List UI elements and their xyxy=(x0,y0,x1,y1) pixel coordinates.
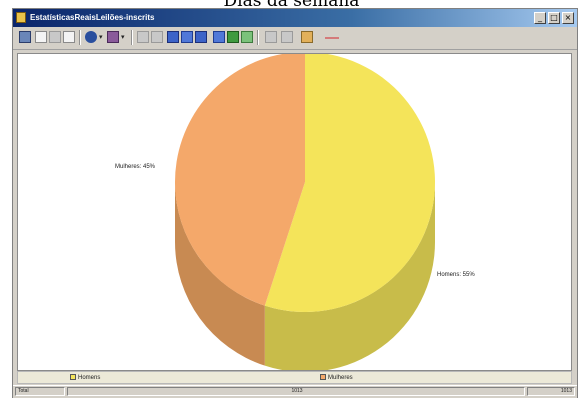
check-icon[interactable] xyxy=(241,31,253,43)
status-left: Total xyxy=(15,387,65,396)
pie-side-homens xyxy=(264,182,435,370)
toolbar-separator xyxy=(79,30,81,45)
chart-type-icon[interactable] xyxy=(85,31,97,43)
toolbar-separator xyxy=(131,30,133,45)
status-right: 1013 xyxy=(527,387,575,396)
print-icon[interactable] xyxy=(63,31,75,43)
close-button[interactable]: × xyxy=(562,12,574,24)
status-middle: 1013 xyxy=(67,387,525,396)
legend-item-homens: Homens xyxy=(70,374,100,382)
view2-icon[interactable] xyxy=(181,31,193,43)
legend-label-mulheres: Mulheres xyxy=(328,375,353,381)
window-title: EstatísticasReaisLeilões-inscrits xyxy=(30,13,155,22)
chart-window: EstatísticasReaisLeilões-inscrits _ □ × ▾ … xyxy=(12,8,578,398)
add-icon[interactable] xyxy=(227,31,239,43)
chevron-down-icon[interactable]: ▾ xyxy=(121,33,125,41)
axis-icon[interactable] xyxy=(151,31,163,43)
pie-chart: Homens: 55% Mulheres: 45% xyxy=(115,54,475,370)
copy-icon[interactable] xyxy=(35,31,47,43)
page-title: Dias da semana xyxy=(223,0,360,11)
print-preview-icon[interactable] xyxy=(49,31,61,43)
find-icon[interactable] xyxy=(19,31,31,43)
chart-legend: Homens Mulheres xyxy=(17,371,572,384)
pie-side-mulheres xyxy=(175,182,265,366)
undo-icon[interactable] xyxy=(265,31,277,43)
grid-icon[interactable] xyxy=(137,31,149,43)
minimize-button[interactable]: _ xyxy=(534,12,546,24)
view-icon[interactable] xyxy=(167,31,179,43)
color-icon[interactable] xyxy=(107,31,119,43)
legend-item-mulheres: Mulheres xyxy=(320,374,353,382)
legend-swatch-homens xyxy=(70,374,76,380)
chevron-down-icon[interactable]: ▾ xyxy=(99,33,103,41)
title-bar[interactable]: EstatísticasReaisLeilões-inscrits _ □ × xyxy=(13,9,577,27)
toolbar-separator xyxy=(257,30,259,45)
pie-slice-homens xyxy=(264,54,435,312)
legend-swatch-mulheres xyxy=(320,374,326,380)
legend-label-homens: Homens xyxy=(78,375,101,381)
pie-label-homens: Homens: 55% xyxy=(437,272,475,278)
chart-area: EstatísticasReaisLeilões-inscrits Homens… xyxy=(17,53,572,371)
maximize-button[interactable]: □ xyxy=(548,12,560,24)
status-bar: Total 1013 1013 xyxy=(13,385,577,398)
toolbar: ▾ ▾ xyxy=(13,27,577,50)
pie-slice-mulheres xyxy=(175,54,305,306)
pie-label-mulheres: Mulheres: 45% xyxy=(115,164,156,170)
pencil-icon[interactable] xyxy=(301,31,313,43)
line-style-icon[interactable] xyxy=(325,37,339,39)
app-icon xyxy=(16,12,26,23)
view3-icon[interactable] xyxy=(195,31,207,43)
window-controls: _ □ × xyxy=(532,12,574,24)
redo-icon[interactable] xyxy=(281,31,293,43)
legend-icon[interactable] xyxy=(213,31,225,43)
